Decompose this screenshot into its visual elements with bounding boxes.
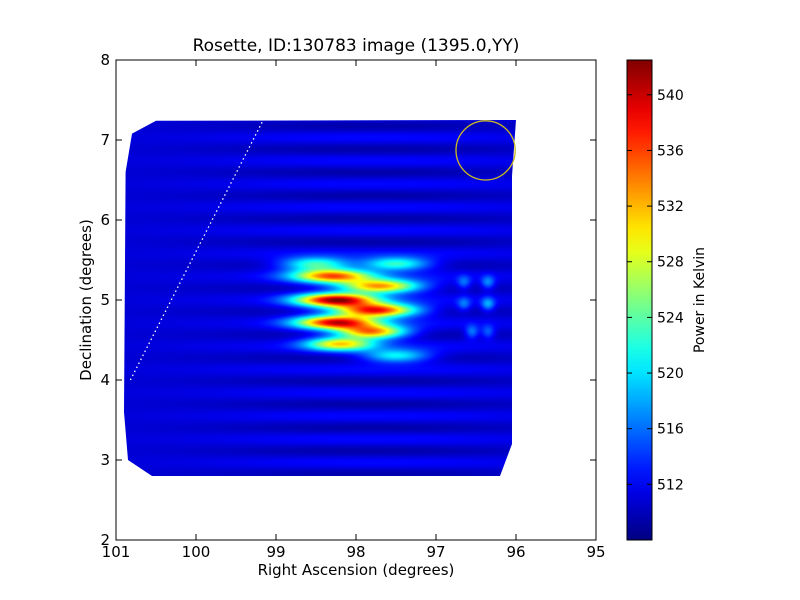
x-tick-label: 96 [506, 543, 525, 561]
axes: 101 100 99 98 97 96 95 2 3 4 5 6 7 8 [100, 51, 605, 561]
x-tick-label: 95 [586, 543, 605, 561]
y-tick-label: 7 [100, 131, 110, 149]
colorbar-tick-label: 536 [657, 143, 684, 159]
colorbar-gradient [626, 59, 653, 541]
y-tick-label: 3 [100, 451, 110, 469]
x-tick-label: 99 [266, 543, 285, 561]
y-tick-label: 4 [100, 371, 110, 389]
colorbar-tick-label: 532 [657, 199, 684, 215]
y-tick-label: 6 [100, 211, 110, 229]
plot-area [124, 120, 516, 476]
colorbar-tick-label: 512 [657, 477, 684, 493]
colorbar-tick-label: 540 [657, 88, 684, 104]
x-axis-label: Right Ascension (degrees) [257, 561, 455, 579]
y-axis-label: Declination (degrees) [77, 219, 95, 381]
y-tick-label: 8 [100, 51, 110, 69]
x-tick-label: 97 [426, 543, 445, 561]
dotted-line-annotation [129, 121, 263, 381]
y-tick-label: 2 [100, 531, 110, 549]
colorbar-tick-label: 524 [657, 310, 684, 326]
chart-title: Rosette, ID:130783 image (1395.0,YY) [192, 36, 520, 56]
heatmap-image [124, 120, 516, 476]
beam-circle-annotation [455, 120, 516, 181]
x-tick-label: 101 [102, 543, 131, 561]
colorbar-tick-label: 516 [657, 422, 684, 438]
x-tick-label: 100 [182, 543, 211, 561]
y-tick-label: 5 [100, 291, 110, 309]
colorbar-tick-label: 520 [657, 366, 684, 382]
colorbar-tick-label: 528 [657, 255, 684, 271]
colorbar: 512 516 520 524 528 532 536 540 [626, 59, 684, 541]
colorbar-label: Power in Kelvin [692, 246, 708, 354]
x-tick-label: 98 [346, 543, 365, 561]
